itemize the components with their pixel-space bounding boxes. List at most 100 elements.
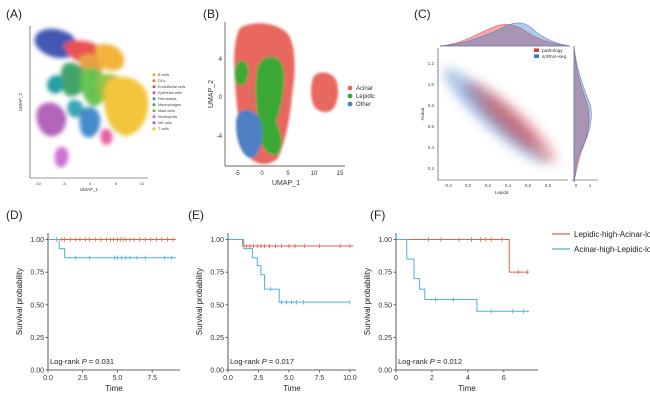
- panel-a-x-label: UMAP_1: [80, 187, 99, 192]
- x-tick-label: 2: [430, 375, 434, 382]
- cluster-blob: [67, 99, 84, 118]
- cluster-blob: [100, 128, 113, 145]
- panel-label-e: (E): [188, 208, 204, 222]
- y-tick-label: 1.00: [210, 237, 224, 244]
- panel-c-right-marginal: [573, 45, 592, 183]
- panel-c-density: -0.2 0.0 0.2 0.4 0.6 0.8 1.2 1.0 0.8 0.6…: [420, 22, 598, 195]
- legend-swatch: [152, 103, 156, 107]
- legend-swatch: [152, 79, 156, 83]
- y-axis-label: Survival probability: [195, 268, 204, 335]
- panel-b-clusters: [234, 23, 339, 165]
- x-tick-label: 5.0: [113, 375, 123, 382]
- panel-b-y-label: UMAP_2: [208, 80, 215, 108]
- panel-a-legend: B cells DCs Endothelial cells Epithelial ce…: [152, 73, 186, 131]
- marginal-density-scrna: [439, 22, 571, 47]
- legend-swatch: [152, 97, 156, 101]
- y-tick-label: 0.00: [210, 368, 224, 375]
- marginal-density-scrna: [573, 45, 592, 183]
- panel-c-y-tick: 1.2: [428, 61, 435, 66]
- legend-swatch: [347, 93, 353, 99]
- y-tick-label: 0.50: [30, 302, 44, 309]
- panel-c-y-ticks: 1.2 1.0 0.8 0.6 0.4 0.2: [428, 61, 435, 171]
- log-rank-annotation: Log-rank P = 0.017: [230, 357, 294, 366]
- panel-a-axes: [29, 26, 148, 179]
- x-tick-label: 6: [502, 375, 506, 382]
- panel-c-joint: [443, 67, 558, 165]
- panel-c-y-label: Acinar: [420, 107, 425, 120]
- panel-c-marginal-tick: 1: [589, 183, 592, 188]
- x-axis-label: Time: [105, 384, 123, 393]
- density-pathology: [483, 95, 541, 149]
- cluster-blob-lepidic: [234, 60, 249, 86]
- panel-c-y-tick: 0.2: [428, 166, 435, 171]
- panel-label-b: (B): [203, 7, 219, 21]
- x-tick-label: 0.0: [43, 375, 53, 382]
- panel-c-x-tick: -0.2: [444, 183, 452, 188]
- panel-b-x-ticks: -5 0 5 10 15: [234, 171, 344, 177]
- panel-a-x-tick: -5: [62, 181, 66, 186]
- legend-swatch: [347, 101, 353, 107]
- x-tick-label: 0: [394, 375, 398, 382]
- panel-label-c: (C): [414, 7, 431, 21]
- panel-c-y-tick: 0.4: [428, 145, 435, 150]
- panel-label-a: (A): [6, 7, 22, 21]
- y-tick-label: 0.25: [378, 335, 392, 342]
- legend-swatch: [152, 73, 156, 77]
- panel-f-km: 0.00 0.25 0.50 0.75 1.00 0 2 4 6 Time Survival pro…: [363, 230, 650, 393]
- log-rank-annotation: Log-rank P = 0.012: [398, 357, 462, 366]
- survival-curve: [396, 239, 530, 273]
- panel-label-d: (D): [6, 208, 23, 222]
- survival-curve: [396, 239, 530, 312]
- legend-label: pathology: [542, 48, 563, 54]
- y-tick-label: 0.50: [378, 302, 392, 309]
- y-axis-label: Survival probability: [15, 268, 24, 335]
- panel-c-x-tick: 0.0: [465, 183, 472, 188]
- x-axis-label: Time: [458, 384, 476, 393]
- cluster-blob-acinar: [311, 72, 339, 113]
- legend-swatch: [152, 115, 156, 119]
- panel-c-top-marginal: [439, 22, 571, 47]
- y-tick-label: 0.25: [30, 335, 44, 342]
- x-tick-label: 2.5: [254, 375, 264, 382]
- panel-c-x-ticks: -0.2 0.0 0.2 0.4 0.6 0.8: [444, 183, 552, 188]
- legend-swatch: [152, 85, 156, 89]
- panel-a-clusters: [34, 28, 149, 168]
- legend-label: Lepidic: [356, 94, 375, 100]
- x-tick-label: 4: [466, 375, 470, 382]
- legend-swatch: [152, 127, 156, 131]
- panel-a-x-tick: 5: [115, 181, 118, 186]
- legend-label: B cells: [158, 73, 169, 77]
- panel-b-x-label: UMAP_1: [272, 180, 300, 187]
- cluster-blob: [54, 146, 69, 168]
- panel-b-x-tick: 5: [286, 171, 290, 177]
- panel-c-y-tick: 0.8: [428, 103, 435, 108]
- panel-c-axes: [437, 48, 598, 181]
- legend-label: Macrophages: [158, 103, 181, 107]
- panel-c-x-tick: 0.8: [545, 183, 552, 188]
- panel-label-f: (F): [370, 208, 385, 222]
- cluster-blob-other: [236, 109, 263, 158]
- panel-b-legend: Acinar Lepidic Other: [347, 85, 375, 108]
- survival-curve: [228, 239, 354, 247]
- panel-a-x-tick: 10: [140, 181, 145, 186]
- panel-c-y-tick: 0.6: [428, 124, 435, 129]
- legend-label: Fibroblasts: [158, 97, 177, 101]
- panel-a-y-label: UMAP_2: [18, 93, 23, 112]
- legend-swatch: [152, 121, 156, 125]
- x-tick-label: 2.5: [78, 375, 88, 382]
- cluster-blob: [47, 75, 64, 94]
- legend-label: Acinar-high-Lepidic-low: [574, 245, 650, 254]
- panel-a-x-tick: 0: [89, 181, 92, 186]
- x-tick-label: 5.0: [284, 375, 294, 382]
- legend-label: Epithelial cells: [158, 91, 182, 95]
- marginal-density-pathology: [439, 24, 571, 47]
- y-tick-label: 0.00: [378, 368, 392, 375]
- legend-swatch: [152, 109, 156, 113]
- survival-curve: [48, 239, 176, 259]
- y-tick-label: 0.25: [210, 335, 224, 342]
- legend-label: Neutrophils: [158, 115, 177, 119]
- panel-c-marginal-ticks: 0 1: [575, 183, 592, 188]
- panel-c-x-tick: 0.6: [525, 183, 532, 188]
- panel-b-x-tick: -5: [234, 171, 240, 177]
